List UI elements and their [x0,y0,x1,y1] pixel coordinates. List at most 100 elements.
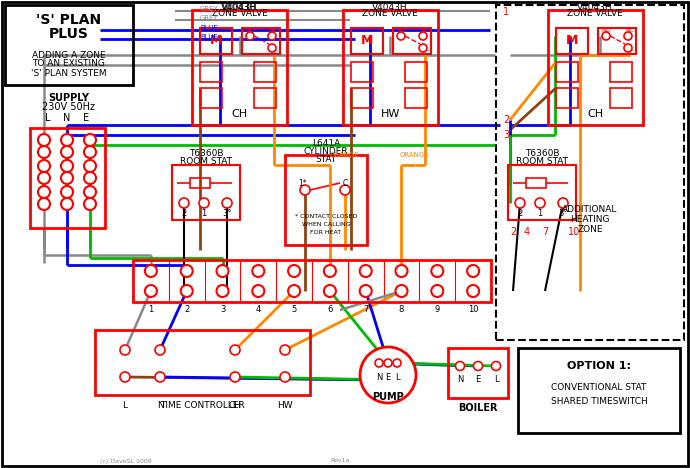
Circle shape [467,285,479,297]
Circle shape [145,285,157,297]
Bar [285,155,367,245]
Circle shape [230,372,240,382]
Text: 3°: 3° [558,209,568,218]
Bar [351,88,373,108]
Bar [393,28,431,54]
Circle shape [199,198,209,208]
Circle shape [253,285,264,297]
Circle shape [467,265,479,277]
Text: NO: NO [396,29,406,34]
Text: CH: CH [228,401,242,410]
Text: CONVENTIONAL STAT: CONVENTIONAL STAT [551,383,647,393]
Text: 4: 4 [256,306,261,314]
Text: BLUE: BLUE [200,25,218,31]
Circle shape [397,32,405,40]
Circle shape [38,134,50,146]
Bar [526,178,546,188]
Circle shape [360,347,416,403]
Bar [200,88,222,108]
Circle shape [431,265,443,277]
Circle shape [230,345,240,355]
Circle shape [222,198,232,208]
Text: ZONE VALVE: ZONE VALVE [362,9,418,19]
Bar [200,62,222,82]
Text: 'S' PLAN: 'S' PLAN [37,13,101,27]
Circle shape [535,198,545,208]
Text: V4043H: V4043H [221,3,257,13]
Circle shape [61,172,73,184]
Text: HW: HW [277,401,293,410]
Text: ORANGE: ORANGE [330,152,359,158]
Circle shape [61,160,73,172]
Text: STAT: STAT [315,154,337,163]
Circle shape [155,372,165,382]
Circle shape [602,32,610,40]
Circle shape [340,185,350,195]
Circle shape [38,146,50,158]
Circle shape [120,345,130,355]
Text: 'S' PLAN SYSTEM: 'S' PLAN SYSTEM [31,68,107,78]
Text: 1: 1 [148,306,153,314]
Text: NO: NO [601,29,611,34]
Circle shape [155,345,165,355]
Circle shape [84,134,96,146]
Text: NC: NC [269,29,279,34]
Text: E: E [386,373,391,381]
Text: 1: 1 [538,209,542,218]
Text: TIME CONTROLLER: TIME CONTROLLER [160,401,245,410]
Bar [598,28,636,54]
Text: PUMP: PUMP [372,392,404,402]
Bar [95,330,310,395]
Circle shape [179,198,189,208]
Circle shape [431,285,443,297]
Circle shape [61,146,73,158]
Text: 8: 8 [399,306,404,314]
Bar [556,88,578,108]
Text: HEATING: HEATING [570,215,610,225]
Bar [192,10,287,125]
Text: ZONE VALVE: ZONE VALVE [212,9,268,19]
Text: CH: CH [587,109,604,119]
Text: Rev1a: Rev1a [331,459,350,463]
Text: 7: 7 [542,227,548,237]
Circle shape [268,32,276,40]
Bar [30,128,105,228]
Text: L: L [123,401,128,410]
Circle shape [395,265,408,277]
Circle shape [61,186,73,198]
Text: V4043H: V4043H [372,2,408,12]
Circle shape [120,372,130,382]
Circle shape [217,285,228,297]
Circle shape [324,265,336,277]
Circle shape [181,265,193,277]
Circle shape [419,44,427,52]
Text: ORANGE: ORANGE [400,152,430,158]
Circle shape [38,172,50,184]
Text: NO: NO [245,29,255,34]
Text: T6360B: T6360B [189,148,224,158]
Circle shape [393,359,401,367]
Circle shape [61,134,73,146]
Text: C: C [274,50,278,54]
Circle shape [84,198,96,210]
Circle shape [84,172,96,184]
Text: V4043H: V4043H [222,2,258,12]
Circle shape [38,160,50,172]
Text: C: C [630,50,634,54]
Text: N: N [63,113,70,123]
Bar [610,62,632,82]
Text: 4: 4 [524,227,530,237]
Text: NC: NC [625,29,635,34]
Circle shape [473,361,482,371]
Bar [351,62,373,82]
Text: M: M [361,35,373,47]
Text: 1: 1 [201,209,206,218]
Text: 230V 50Hz: 230V 50Hz [43,102,95,112]
Text: 3: 3 [220,306,225,314]
Text: E: E [83,113,89,123]
Text: N: N [457,375,463,385]
Text: FOR HEAT: FOR HEAT [310,231,342,235]
Bar [610,88,632,108]
Bar [343,10,438,125]
Circle shape [145,265,157,277]
